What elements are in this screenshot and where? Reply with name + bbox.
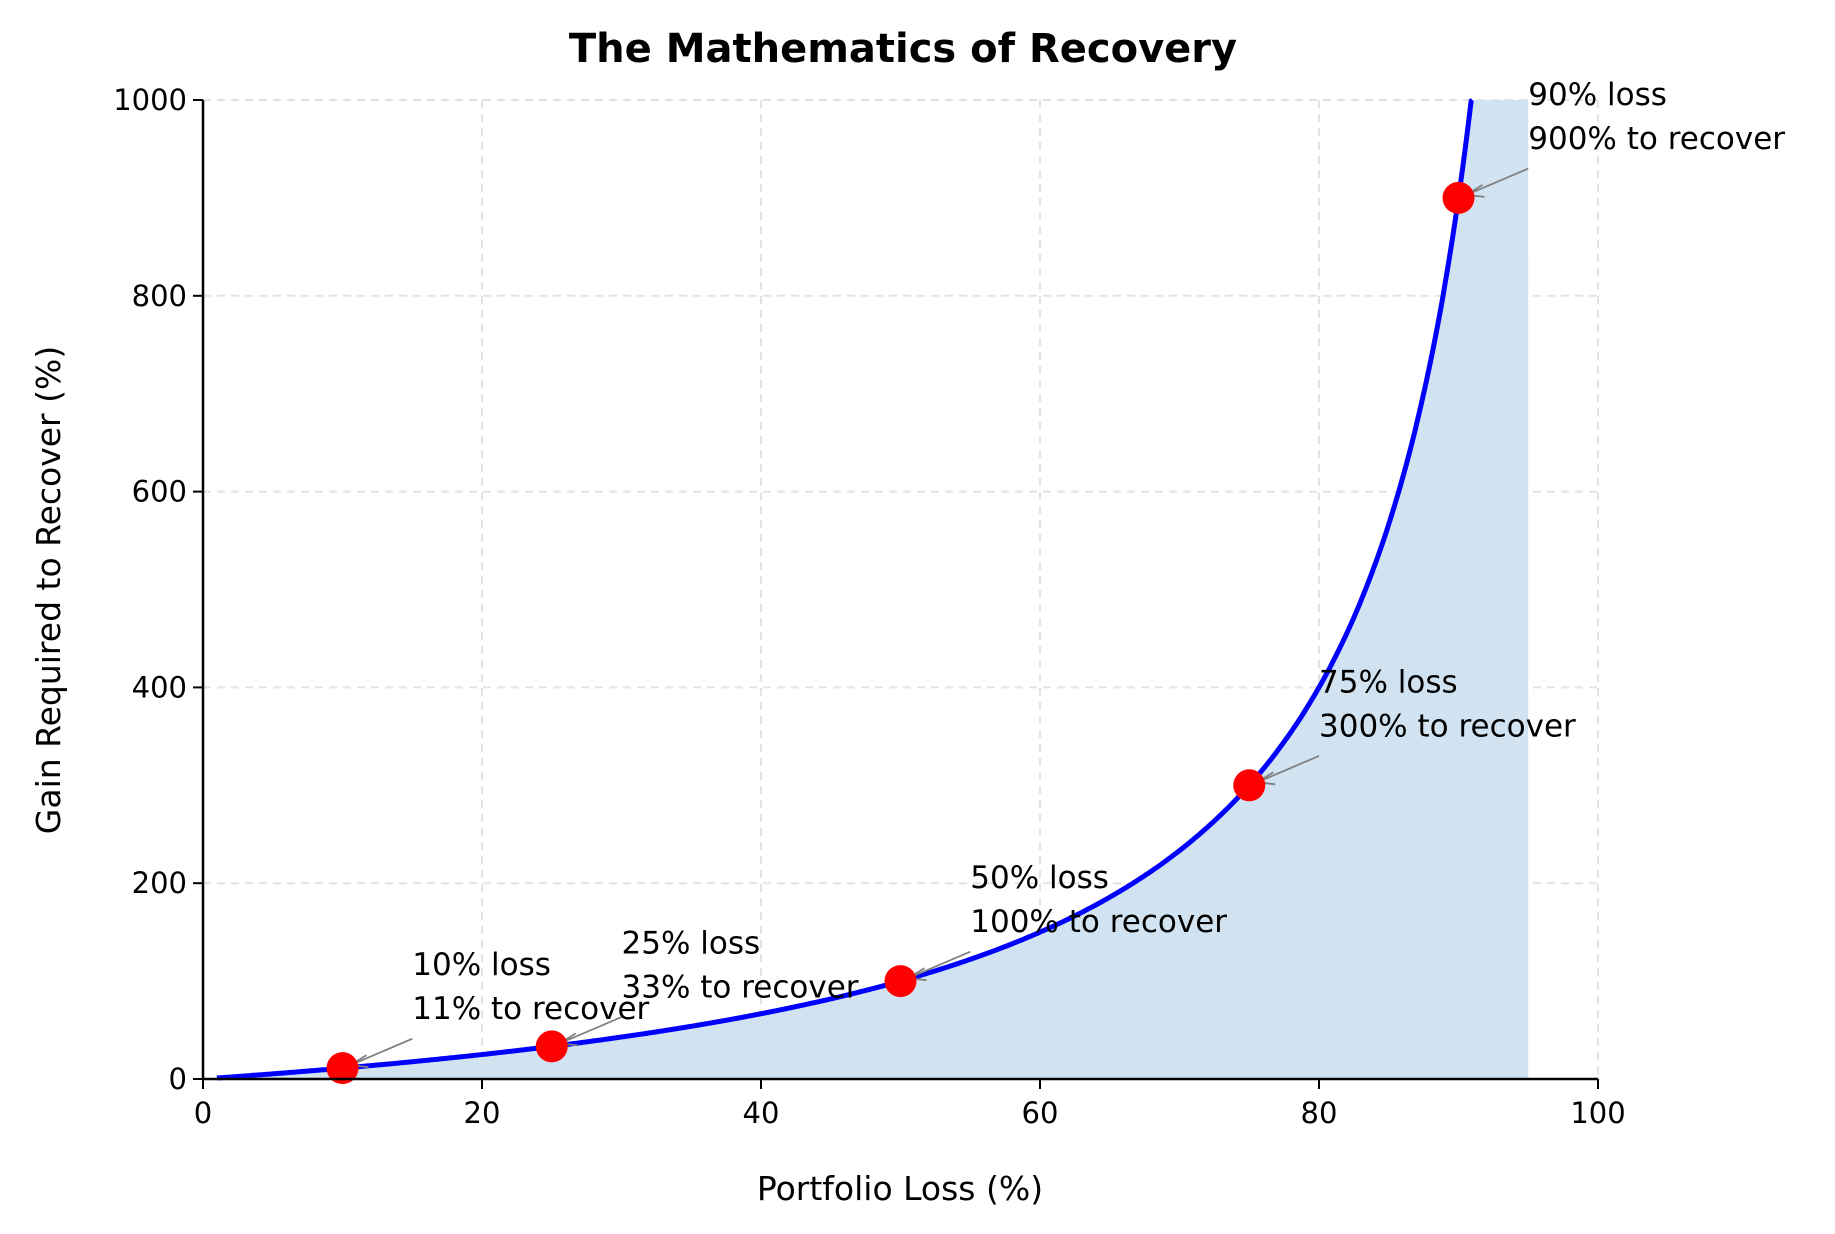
- annotation-loss: 90% loss: [1528, 77, 1667, 113]
- data-point: [535, 1030, 568, 1063]
- data-points: [326, 181, 1475, 1085]
- y-tick-label: 600: [132, 475, 187, 509]
- annotation-arrow: [350, 1037, 413, 1066]
- annotation-loss: 25% loss: [622, 925, 761, 961]
- annotation-arrow: [559, 1016, 622, 1045]
- y-axis-label: Gain Required to Recover (%): [29, 346, 68, 834]
- annotation-arrow: [908, 950, 971, 979]
- area-fill: [216, 100, 1529, 1079]
- annotation-recover: 11% to recover: [412, 991, 649, 1027]
- y-tick-label: 0: [169, 1062, 187, 1096]
- x-tick-label: 40: [743, 1096, 780, 1130]
- recovery-curve: [216, 98, 1475, 1081]
- y-tick-label: 1000: [113, 83, 187, 117]
- x-tick-label: 100: [1570, 1096, 1625, 1130]
- annotation-loss: 75% loss: [1319, 664, 1458, 700]
- chart-title: The Mathematics of Recovery: [569, 26, 1237, 72]
- data-point: [1442, 181, 1475, 214]
- x-tick-label: 20: [464, 1096, 501, 1130]
- x-tick-label: 80: [1301, 1096, 1338, 1130]
- annotation-recover: 33% to recover: [622, 969, 859, 1005]
- data-point: [884, 965, 917, 998]
- x-tick-label: 60: [1022, 1096, 1059, 1130]
- annotation-recover: 100% to recover: [970, 904, 1227, 940]
- annotations: 10% loss 11% to recover 25% loss 33% to rec…: [347, 77, 1785, 1069]
- x-tick-label: 0: [194, 1096, 212, 1130]
- y-tick-label: 400: [132, 670, 187, 704]
- y-tick-label: 800: [132, 279, 187, 313]
- annotation-loss: 50% loss: [970, 860, 1109, 896]
- y-tick-label: 200: [132, 866, 187, 900]
- annotation-recover: 300% to recover: [1319, 708, 1576, 744]
- data-point: [326, 1052, 359, 1085]
- x-axis-label: Portfolio Loss (%): [757, 1169, 1043, 1208]
- annotation-recover: 900% to recover: [1528, 121, 1785, 157]
- annotation-arrow: [1466, 167, 1529, 196]
- data-point: [1233, 769, 1266, 802]
- annotation-arrow: [1256, 755, 1320, 784]
- annotation-loss: 10% loss: [412, 947, 551, 983]
